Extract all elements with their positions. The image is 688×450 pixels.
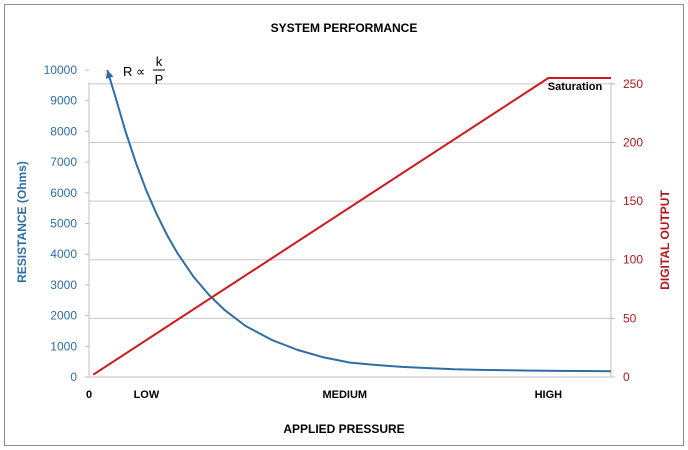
left-tick-label: 7000 (50, 155, 77, 169)
left-tick-label: 5000 (50, 217, 77, 231)
left-tick-label: 0 (70, 370, 77, 384)
annotation-numerator: k (156, 54, 163, 69)
inverse-relation-annotation: R ∝ k P (123, 54, 165, 87)
left-tick-labels: 0 1000 2000 3000 4000 5000 6000 7000 8000 9000 100… (44, 63, 89, 384)
left-tick-label: 6000 (50, 186, 77, 200)
x-tick-label: MEDIUM (322, 389, 367, 401)
x-tick-label: 0 (86, 389, 92, 401)
left-tick-label: 4000 (50, 247, 77, 261)
left-axis-label: RESISTANCE (Ohms) (15, 161, 29, 283)
left-tick-label: 9000 (50, 94, 77, 108)
x-tick-label: HIGH (535, 389, 563, 401)
right-tick-label: 150 (623, 194, 643, 208)
resistance-series-line (106, 69, 612, 373)
annotation-relation: R ∝ (123, 64, 145, 79)
left-tick-label: 8000 (50, 124, 77, 138)
right-tick-label: 250 (623, 77, 643, 91)
right-tick-label: 200 (623, 135, 643, 149)
left-tick-label: 3000 (50, 278, 77, 292)
series-group (92, 69, 612, 376)
digital-output-series-line (92, 77, 611, 376)
left-tick-label: 10000 (44, 63, 78, 77)
right-tick-label: 0 (623, 370, 630, 384)
left-tick-label: 1000 (50, 339, 77, 353)
annotation-denominator: P (155, 72, 164, 87)
chart-title: SYSTEM PERFORMANCE (271, 21, 418, 35)
right-tick-label: 50 (623, 311, 637, 325)
x-axis-label: APPLIED PRESSURE (283, 422, 404, 436)
x-tick-labels: 0 LOW MEDIUM HIGH (86, 389, 562, 401)
right-tick-label: 100 (623, 253, 643, 267)
resistance-arrowhead (105, 70, 114, 79)
right-axis-label: DIGITAL OUTPUT (658, 190, 672, 290)
left-tick-label: 2000 (50, 309, 77, 323)
x-tick-label: LOW (134, 389, 160, 401)
grid-lines (89, 83, 611, 378)
saturation-label: Saturation (548, 81, 603, 93)
right-tick-labels: 0 50 100 150 200 250 (611, 77, 643, 384)
